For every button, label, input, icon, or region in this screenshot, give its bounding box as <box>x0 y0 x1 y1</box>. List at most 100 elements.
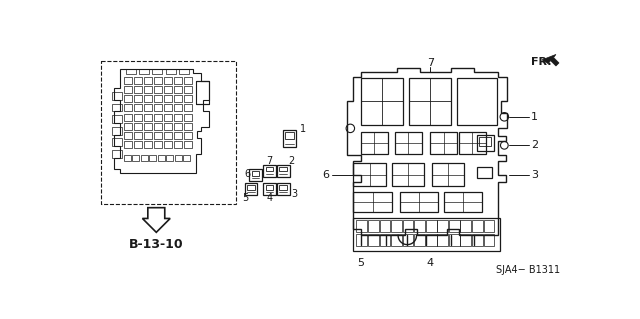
Bar <box>174 86 182 93</box>
Bar <box>280 185 287 190</box>
Bar <box>263 183 276 195</box>
Bar <box>285 132 294 139</box>
Bar <box>134 114 141 121</box>
Bar <box>479 137 492 146</box>
Bar <box>144 114 152 121</box>
Bar <box>266 167 273 172</box>
Bar <box>154 132 162 139</box>
Bar <box>472 220 483 232</box>
Text: 3: 3 <box>291 189 297 199</box>
Bar <box>132 155 140 161</box>
Bar <box>134 141 141 148</box>
Bar <box>392 163 424 186</box>
Text: 5: 5 <box>242 193 248 204</box>
Bar <box>391 220 402 232</box>
Bar <box>353 163 386 186</box>
Bar <box>414 220 425 232</box>
Text: B-13-10: B-13-10 <box>129 239 184 251</box>
Bar <box>368 234 379 246</box>
Text: 3: 3 <box>531 170 538 180</box>
Bar <box>184 95 192 102</box>
Bar <box>154 114 162 121</box>
Bar <box>164 86 172 93</box>
Bar <box>353 219 500 251</box>
Bar <box>196 81 209 104</box>
Bar <box>154 86 162 93</box>
Bar <box>113 104 122 111</box>
Bar <box>124 105 132 111</box>
Bar <box>164 114 172 121</box>
Bar <box>437 234 448 246</box>
Bar <box>174 95 182 102</box>
Bar <box>149 155 156 161</box>
Bar <box>184 123 192 130</box>
Bar <box>154 77 162 84</box>
Bar <box>184 77 192 84</box>
Bar <box>460 220 471 232</box>
Bar <box>174 77 182 84</box>
Text: 4: 4 <box>266 193 273 204</box>
Bar <box>164 123 172 130</box>
Bar <box>477 135 493 152</box>
Bar <box>380 234 390 246</box>
Bar <box>134 105 141 111</box>
Text: 5: 5 <box>358 258 365 269</box>
Text: 6: 6 <box>245 169 251 179</box>
Bar <box>144 77 152 84</box>
Bar <box>184 141 192 148</box>
Bar <box>356 234 367 246</box>
Polygon shape <box>542 55 559 66</box>
Bar <box>426 234 436 246</box>
Bar <box>113 115 122 123</box>
Bar <box>426 220 436 232</box>
Bar <box>250 169 262 182</box>
Bar <box>101 61 236 204</box>
Bar <box>144 86 152 93</box>
Text: 6: 6 <box>323 170 330 180</box>
Bar <box>154 105 162 111</box>
Bar <box>391 234 402 246</box>
Bar <box>184 114 192 121</box>
Bar <box>158 155 164 161</box>
Bar <box>184 105 192 111</box>
Bar <box>460 234 471 246</box>
Bar <box>414 234 425 246</box>
Bar <box>124 86 132 93</box>
Text: FR.: FR. <box>531 57 551 67</box>
Bar <box>154 123 162 130</box>
Bar <box>144 105 152 111</box>
Bar <box>449 220 460 232</box>
Bar <box>124 155 131 161</box>
Bar <box>154 141 162 148</box>
Bar <box>144 141 152 148</box>
Bar <box>432 163 464 186</box>
Bar <box>113 138 122 146</box>
Bar <box>113 127 122 135</box>
Bar <box>361 78 403 124</box>
Bar <box>164 95 172 102</box>
Text: 4: 4 <box>427 258 434 269</box>
Bar <box>437 220 448 232</box>
Bar <box>174 114 182 121</box>
Bar <box>277 183 289 195</box>
Bar <box>144 123 152 130</box>
Text: 1: 1 <box>300 124 307 134</box>
Text: 1: 1 <box>531 112 538 122</box>
Bar <box>152 69 163 74</box>
Bar <box>124 77 132 84</box>
Bar <box>124 114 132 121</box>
Bar <box>280 167 287 172</box>
Bar <box>247 185 255 190</box>
Bar <box>283 130 296 147</box>
Bar <box>277 165 289 177</box>
Bar <box>456 78 497 124</box>
Bar <box>134 132 141 139</box>
Bar <box>174 132 182 139</box>
Bar <box>144 132 152 139</box>
Bar <box>113 92 122 100</box>
Bar <box>126 69 136 74</box>
Bar <box>459 132 486 154</box>
Bar <box>124 123 132 130</box>
Text: 7: 7 <box>266 157 273 167</box>
Bar <box>403 234 413 246</box>
